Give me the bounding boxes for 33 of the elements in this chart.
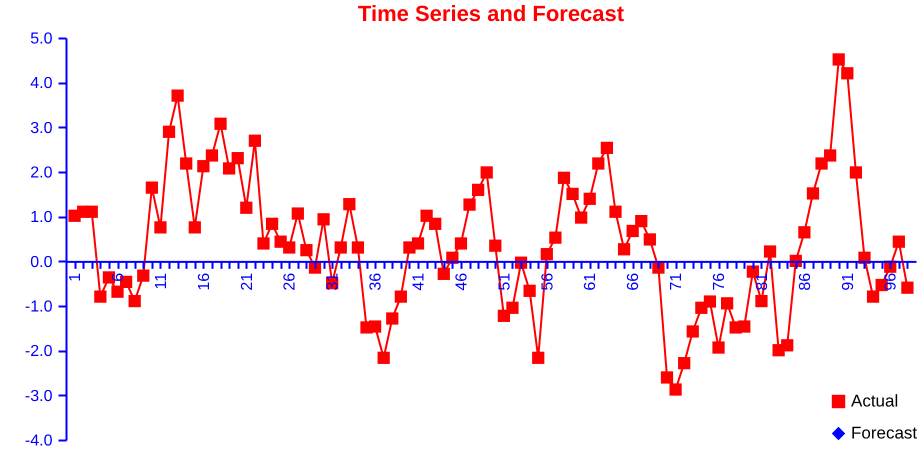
legend-label: Forecast — [851, 424, 918, 442]
x-tick-label: 71 — [668, 272, 686, 291]
x-tick-label: 61 — [582, 272, 600, 291]
y-tick-label: -1.0 — [24, 298, 53, 316]
x-tick-label: 11 — [152, 272, 170, 290]
y-tick-label: 0.0 — [30, 254, 53, 271]
x-tick-label: 51 — [496, 272, 514, 291]
y-tick-label: 5.0 — [30, 30, 53, 48]
x-tick-label: 91 — [840, 272, 857, 291]
x-tick-label: 41 — [410, 272, 428, 291]
y-tick-label: -3.0 — [24, 388, 53, 405]
chart-title: Time Series and Forecast — [358, 1, 625, 26]
y-tick-label: 3.0 — [30, 120, 53, 137]
x-tick-label: 36 — [368, 272, 385, 291]
x-tick-label: 76 — [711, 272, 728, 291]
x-tick-label: 86 — [796, 272, 814, 291]
y-tick-label: 1.0 — [30, 209, 53, 226]
x-tick-label: 26 — [282, 272, 299, 291]
x-tick-label: 96 — [882, 272, 900, 291]
x-tick-label: 46 — [453, 272, 470, 291]
x-tick-label: 66 — [625, 272, 642, 291]
x-tick-label: 56 — [539, 272, 556, 291]
y-tick-label: -4.0 — [24, 432, 53, 450]
x-tick-label: 21 — [238, 272, 256, 291]
y-tick-label: -2.0 — [24, 343, 53, 360]
x-tick-label: 16 — [196, 272, 213, 291]
x-tick-label: 81 — [754, 272, 771, 291]
x-tick-label: 31 — [324, 272, 342, 291]
x-tick-label: 1 — [67, 272, 84, 282]
legend-label: Actual — [851, 392, 898, 410]
y-tick-label: 4.0 — [30, 75, 53, 92]
y-tick-label: 2.0 — [30, 164, 53, 182]
x-tick-label: 6 — [110, 272, 128, 282]
